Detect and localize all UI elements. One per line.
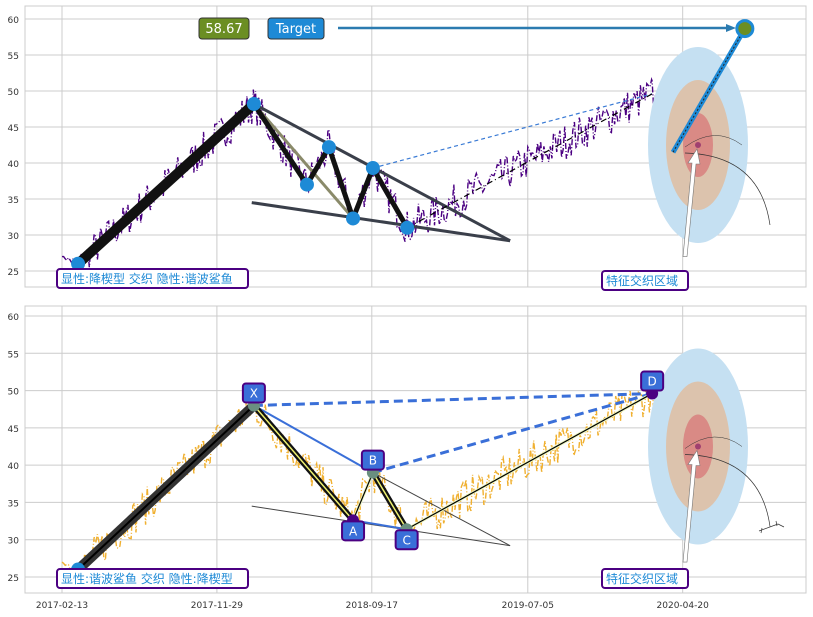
pattern-leg xyxy=(251,102,310,186)
y-tick-label: 60 xyxy=(8,16,20,26)
y-tick-label: 50 xyxy=(8,88,20,98)
target-value: 58.67 xyxy=(205,22,242,37)
pivot-marker xyxy=(321,140,336,155)
point-b-label: B xyxy=(369,454,377,468)
target-line xyxy=(670,27,748,154)
x-tick-label: 2020-04-20 xyxy=(657,601,710,611)
y-tick-label: 55 xyxy=(8,350,19,360)
y-tick-label: 35 xyxy=(8,499,19,509)
pivot-marker xyxy=(365,161,380,176)
x-tick-label: 2018-09-17 xyxy=(346,601,398,611)
point-c-badge xyxy=(394,529,419,551)
zone-label: 特征交织区域 xyxy=(606,571,678,586)
zone-center-dot xyxy=(695,142,701,148)
arc-small xyxy=(684,135,743,148)
harmonic-leg-inner xyxy=(253,404,354,521)
y-tick-label: 50 xyxy=(8,388,20,398)
pattern-leg xyxy=(370,166,410,230)
dashed-line xyxy=(372,93,653,169)
xd-dashed xyxy=(253,392,653,407)
target-value-badge xyxy=(198,17,250,40)
harmonic-leg xyxy=(352,472,374,521)
target-arrowhead-icon xyxy=(726,24,736,32)
x-tick-label: 2017-11-29 xyxy=(191,601,244,611)
x-tick-label: 2019-07-05 xyxy=(502,601,554,611)
pattern-leg xyxy=(304,145,332,186)
target-label-badge xyxy=(267,17,325,40)
y-tick-label: 60 xyxy=(8,313,20,323)
pattern-label: 显性:谐波鲨鱼 交织 隐性:降楔型 xyxy=(61,571,233,586)
point-a-badge xyxy=(341,520,366,542)
pivot-marker xyxy=(400,220,415,235)
y-tick-label: 45 xyxy=(8,124,19,134)
y-tick-label: 25 xyxy=(8,268,19,278)
point-d-badge xyxy=(640,370,665,392)
y-tick-label: 35 xyxy=(8,196,19,206)
xb-line xyxy=(253,404,374,474)
y-tick-label: 30 xyxy=(8,232,20,242)
point-b-badge xyxy=(360,449,385,471)
arc-small xyxy=(684,436,743,449)
wedge-lower-line xyxy=(251,201,511,243)
wedge-upper-line xyxy=(253,102,511,243)
leg-start-inner xyxy=(77,404,255,571)
pattern-leg xyxy=(326,146,356,220)
zone-label-box xyxy=(601,568,689,589)
harmonic-leg xyxy=(252,102,355,220)
y-tick-label: 45 xyxy=(8,425,19,435)
pattern-label-box xyxy=(56,568,249,589)
pivot-marker xyxy=(246,96,261,111)
harmonic-leg-inner xyxy=(372,472,408,530)
y-tick-label: 30 xyxy=(8,537,20,547)
price-series xyxy=(61,76,672,268)
point-c-label: C xyxy=(402,533,410,547)
pattern-label-box xyxy=(56,268,249,289)
zone-label: 特征交织区域 xyxy=(606,273,678,288)
pivot-marker xyxy=(71,256,86,271)
arc-arrow xyxy=(684,454,771,527)
pattern-leg xyxy=(74,100,258,268)
pivot-marker xyxy=(346,211,361,226)
pivot-marker xyxy=(299,177,314,192)
pattern-leg xyxy=(350,167,376,220)
y-tick-label: 25 xyxy=(8,574,19,584)
target-marker xyxy=(735,19,755,39)
arc-arrow xyxy=(684,152,771,226)
y-tick-label: 55 xyxy=(8,52,19,62)
white-arrow-icon xyxy=(682,449,701,563)
harmonic-leg xyxy=(406,393,653,530)
zone-center-dot xyxy=(695,443,701,450)
x-tick-label: 2017-02-13 xyxy=(36,601,88,611)
point-x-badge xyxy=(241,382,266,404)
bd-dashed xyxy=(372,392,653,475)
zone-label-box xyxy=(601,270,689,291)
dashdot-line xyxy=(406,93,653,229)
target-label: Target xyxy=(275,22,316,37)
y-tick-label: 40 xyxy=(8,462,20,472)
point-d-label: D xyxy=(648,375,657,389)
white-arrow-icon xyxy=(682,148,701,257)
y-tick-label: 40 xyxy=(8,160,20,170)
point-a-label: A xyxy=(349,524,358,538)
pattern-label: 显性:降楔型 交织 隐性:谐波鲨鱼 xyxy=(61,271,233,286)
arrow-tail xyxy=(758,520,785,534)
point-x-label: X xyxy=(250,386,258,400)
